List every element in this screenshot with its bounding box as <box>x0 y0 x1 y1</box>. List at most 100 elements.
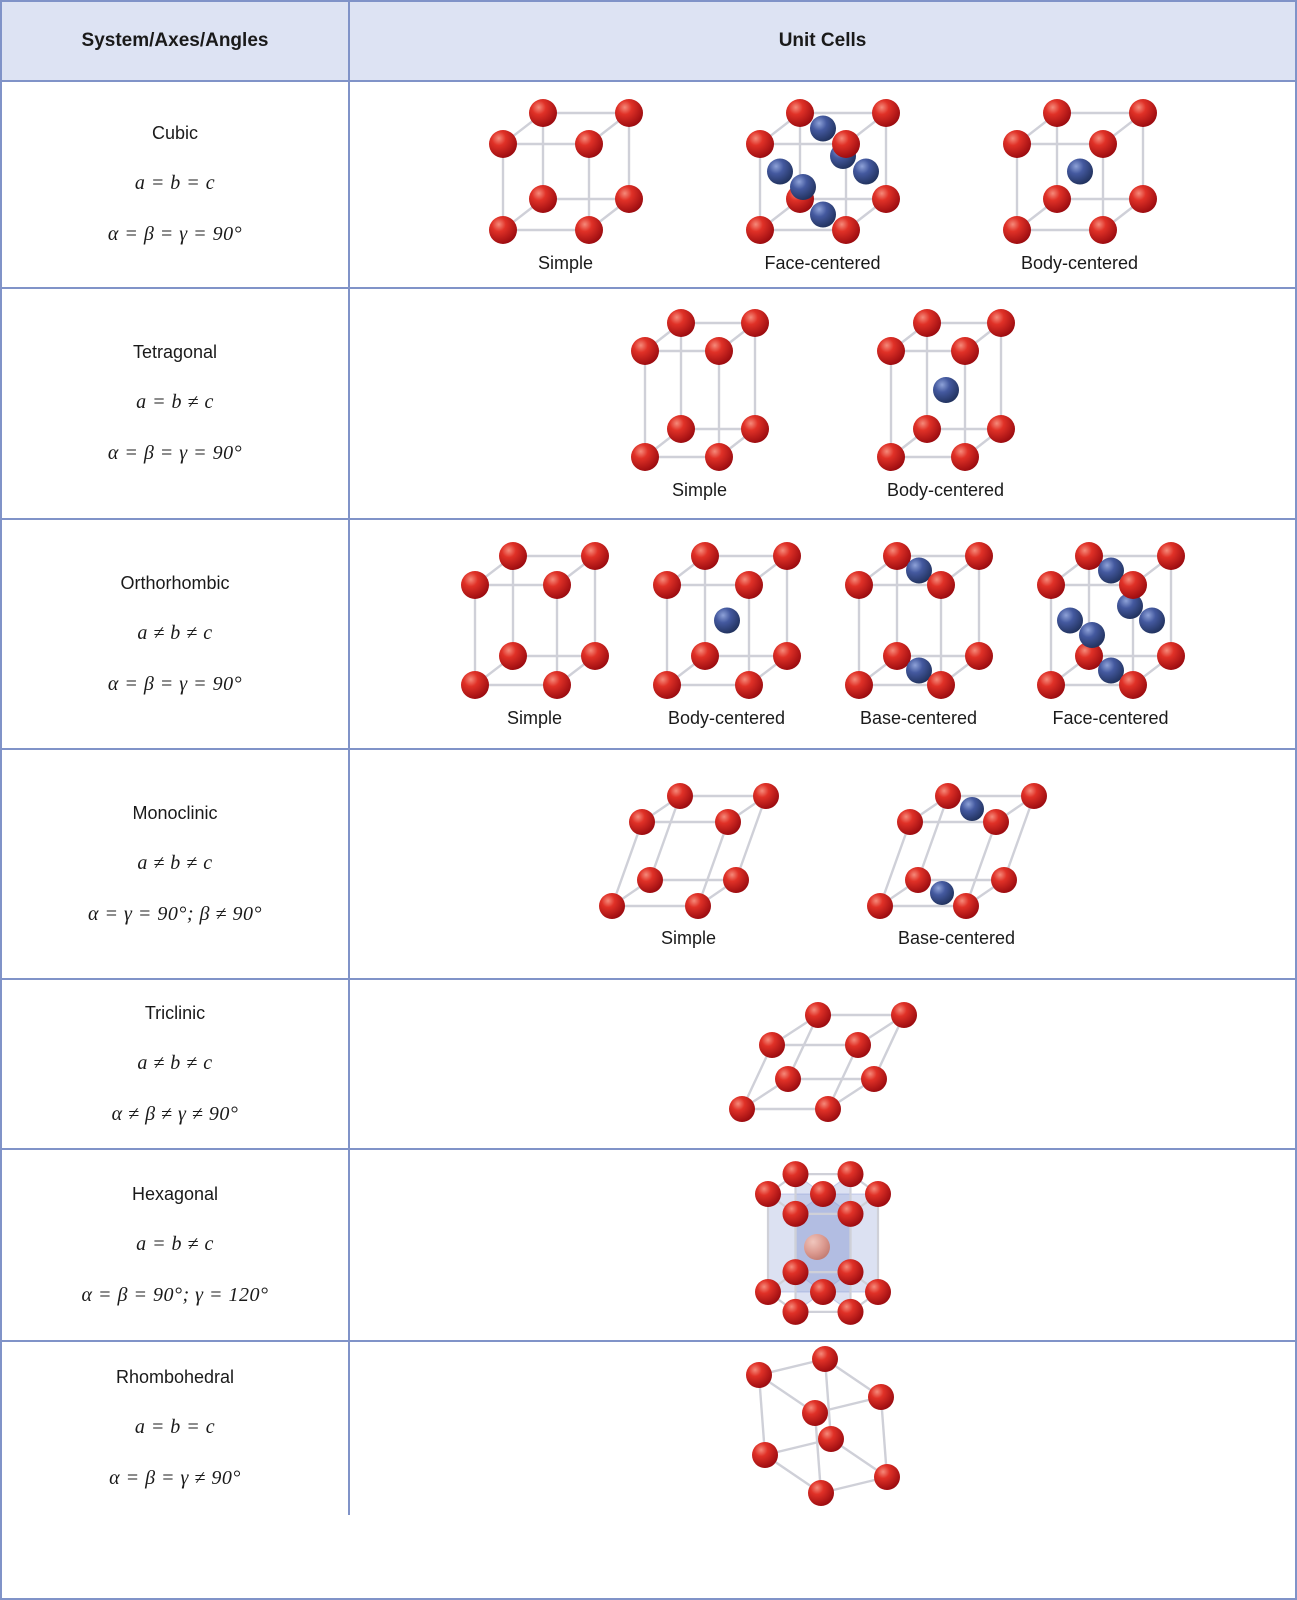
unit-cell-label: Body-centered <box>1020 252 1139 273</box>
unit-cell-figure <box>725 998 921 1131</box>
unit-cell-label: Simple <box>660 927 717 948</box>
unit-cells-cell: Simple Base-centered <box>350 750 1295 978</box>
table-row-rhombohedral: Rhombohedral a = b = c α = β = γ ≠ 90° <box>2 1342 1295 1515</box>
system-cell: Hexagonal a = b ≠ c α = β = 90°; γ = 120° <box>2 1150 350 1340</box>
unit-cell-svg <box>630 309 769 472</box>
unit-cell-figure: Body-centered <box>649 538 805 730</box>
axes-formula: a = b ≠ c <box>136 1232 214 1255</box>
table-row-hexagonal: Hexagonal a = b ≠ c α = β = 90°; γ = 120° <box>2 1150 1295 1342</box>
unit-cell-diagram-simple <box>742 1342 904 1510</box>
unit-cell-svg <box>745 1346 900 1506</box>
unit-cell-diagram-simple <box>750 1153 896 1333</box>
unit-cell-svg <box>488 98 643 244</box>
unit-cell-label: Simple <box>506 708 563 729</box>
table-row-monoclinic: Monoclinic a ≠ b ≠ c α = γ = 90°; β ≠ 90° S… <box>2 750 1295 980</box>
unit-cell-label: Simple <box>671 480 728 501</box>
unit-cell-diagram-face <box>1033 538 1189 703</box>
unit-cell-figure <box>750 1153 896 1338</box>
unit-cell-diagram-face <box>742 95 904 248</box>
unit-cell-figure: Body-centered <box>999 95 1161 275</box>
unit-cell-figure: Simple <box>595 779 783 950</box>
column-header-unit-cells: Unit Cells <box>778 30 867 51</box>
table-row-orthorhombic: Orthorhombic a ≠ b ≠ c α = β = γ = 90° Simp… <box>2 520 1295 750</box>
system-cell: Tetragonal a = b ≠ c α = β = γ = 90° <box>2 289 350 518</box>
system-cell: Monoclinic a ≠ b ≠ c α = γ = 90°; β ≠ 90° <box>2 750 350 978</box>
table-row-triclinic: Triclinic a ≠ b ≠ c α ≠ β ≠ γ ≠ 90° <box>2 980 1295 1150</box>
angles-formula: α = β = γ = 90° <box>107 223 243 245</box>
axes-formula: a ≠ b ≠ c <box>137 851 213 874</box>
unit-cell-figure <box>742 1342 904 1515</box>
unit-cell-svg <box>598 782 779 919</box>
unit-cell-label: Face-centered <box>1052 708 1169 729</box>
system-name: Hexagonal <box>131 1183 219 1204</box>
unit-cell-diagram-base <box>841 538 997 703</box>
unit-cell-diagram-simple <box>595 779 783 923</box>
unit-cells-cell <box>350 980 1295 1148</box>
system-cell: Orthorhombic a ≠ b ≠ c α = β = γ = 90° <box>2 520 350 748</box>
axes-formula: a = b = c <box>134 1416 216 1438</box>
unit-cells-cell: Simple Face-centered Body-centered <box>350 82 1295 287</box>
unit-cells-cell: Simple Body-centered Base-centered Face-cen… <box>350 520 1295 748</box>
system-name: Orthorhombic <box>120 572 230 593</box>
unit-cell-figure: Base-centered <box>863 779 1051 950</box>
angles-formula: α ≠ β ≠ γ ≠ 90° <box>111 1102 239 1125</box>
axes-formula: a = b = c <box>134 172 216 194</box>
unit-cell-figure: Face-centered <box>742 95 904 275</box>
system-name: Rhombohedral <box>115 1367 235 1387</box>
system-name: Triclinic <box>144 1002 206 1023</box>
unit-cell-svg <box>1036 542 1185 700</box>
angles-formula: α = β = γ = 90° <box>107 442 243 464</box>
unit-cell-label: Face-centered <box>764 252 881 273</box>
unit-cell-figure: Body-centered <box>873 305 1019 502</box>
unit-cell-svg <box>652 542 801 700</box>
table-row-tetragonal: Tetragonal a = b ≠ c α = β = γ = 90° Simple… <box>2 289 1295 520</box>
unit-cell-svg <box>876 309 1015 472</box>
table-body: Cubic a = b = c α = β = γ = 90° Simple Face-… <box>2 82 1295 1515</box>
unit-cells-cell: Simple Body-centered <box>350 289 1295 518</box>
unit-cell-diagram-simple <box>725 998 921 1126</box>
unit-cell-label: Body-centered <box>886 480 1005 501</box>
unit-cell-diagram-body <box>649 538 805 703</box>
unit-cell-figure: Simple <box>627 305 773 502</box>
unit-cell-diagram-simple <box>627 305 773 475</box>
angles-formula: α = β = γ = 90° <box>107 672 243 695</box>
unit-cell-label: Base-centered <box>897 927 1016 948</box>
unit-cell-figure: Face-centered <box>1033 538 1189 730</box>
unit-cell-diagram-body <box>999 95 1161 248</box>
unit-cell-svg <box>745 98 900 244</box>
angles-formula: α = β = 90°; γ = 120° <box>81 1283 269 1306</box>
unit-cell-svg <box>844 542 993 700</box>
system-cell: Triclinic a ≠ b ≠ c α ≠ β ≠ γ ≠ 90° <box>2 980 350 1148</box>
system-name: Monoclinic <box>132 802 218 823</box>
unit-cell-label: Body-centered <box>667 708 786 729</box>
unit-cell-figure: Simple <box>457 538 613 730</box>
axes-formula: a ≠ b ≠ c <box>137 1051 213 1074</box>
unit-cell-diagram-body <box>873 305 1019 475</box>
unit-cell-svg <box>728 1001 917 1122</box>
unit-cell-label: Simple <box>537 252 594 273</box>
unit-cell-svg <box>754 1160 891 1325</box>
unit-cell-svg <box>1002 98 1157 244</box>
system-cell: Rhombohedral a = b = c α = β = γ ≠ 90° <box>2 1342 350 1515</box>
table-header-row: System/Axes/Angles Unit Cells <box>2 2 1295 82</box>
unit-cell-diagram-simple <box>457 538 613 703</box>
unit-cell-diagram-simple <box>485 95 647 248</box>
axes-formula: a = b ≠ c <box>136 391 214 413</box>
unit-cell-svg <box>866 782 1047 919</box>
unit-cells-cell <box>350 1150 1295 1340</box>
unit-cell-svg <box>460 542 609 700</box>
angles-formula: α = β = γ ≠ 90° <box>109 1467 241 1489</box>
system-name: Cubic <box>151 123 199 143</box>
unit-cell-figure: Base-centered <box>841 538 997 730</box>
table-row-cubic: Cubic a = b = c α = β = γ = 90° Simple Face-… <box>2 82 1295 289</box>
unit-cell-figure: Simple <box>485 95 647 275</box>
axes-formula: a ≠ b ≠ c <box>137 621 213 644</box>
system-cell: Cubic a = b = c α = β = γ = 90° <box>2 82 350 287</box>
unit-cell-label: Base-centered <box>859 708 978 729</box>
angles-formula: α = γ = 90°; β ≠ 90° <box>88 902 262 925</box>
unit-cells-cell <box>350 1342 1295 1515</box>
system-name: Tetragonal <box>132 342 218 362</box>
column-header-system-axes-angles: System/Axes/Angles <box>2 2 350 80</box>
